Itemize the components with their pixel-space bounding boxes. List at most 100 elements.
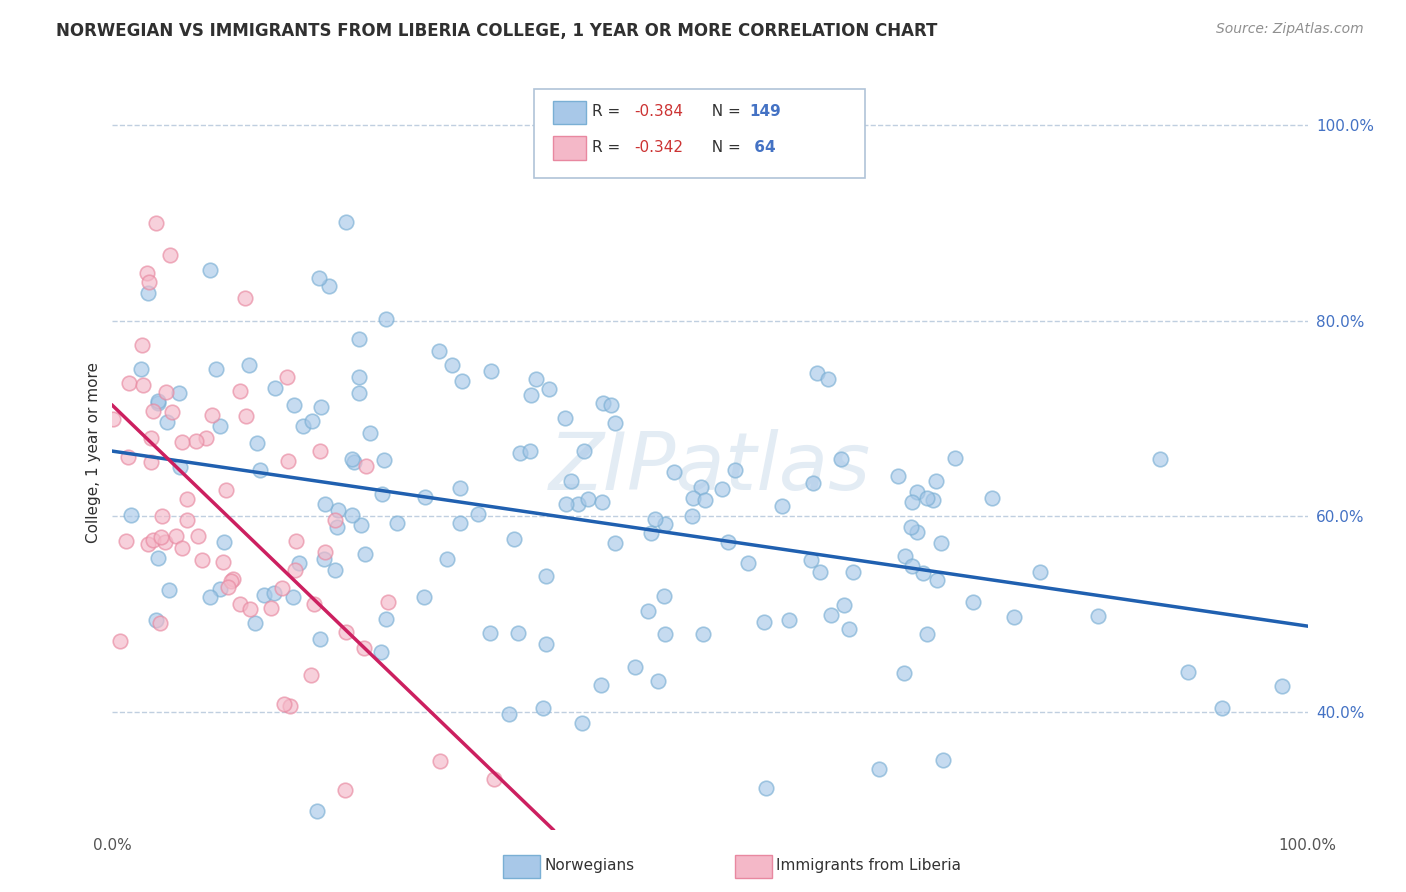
Point bbox=[172, 541, 194, 556]
Point bbox=[201, 408, 224, 422]
Point bbox=[312, 851, 335, 865]
Point bbox=[600, 398, 623, 412]
Text: N =: N = bbox=[702, 104, 745, 119]
Point bbox=[305, 805, 328, 819]
Point bbox=[340, 508, 363, 523]
Point bbox=[572, 444, 595, 458]
Point bbox=[146, 396, 169, 410]
Point bbox=[737, 556, 759, 570]
Point bbox=[571, 716, 593, 731]
Point bbox=[647, 673, 669, 688]
Point bbox=[1177, 665, 1199, 679]
Point bbox=[157, 583, 180, 598]
Point bbox=[132, 377, 155, 392]
Point bbox=[467, 507, 489, 521]
Point bbox=[429, 852, 451, 866]
Point bbox=[142, 533, 165, 547]
Point bbox=[637, 604, 659, 618]
Point bbox=[326, 520, 349, 534]
Point bbox=[176, 513, 198, 527]
Point bbox=[385, 516, 408, 530]
Point bbox=[211, 555, 233, 569]
Text: 149: 149 bbox=[749, 104, 782, 119]
Point bbox=[170, 435, 193, 450]
Point bbox=[136, 537, 159, 551]
Point bbox=[165, 529, 187, 543]
Text: -0.384: -0.384 bbox=[634, 104, 683, 119]
Point bbox=[894, 549, 917, 563]
Point bbox=[589, 678, 612, 692]
Point bbox=[927, 573, 949, 587]
Point bbox=[692, 626, 714, 640]
Point bbox=[869, 762, 891, 776]
Point bbox=[925, 474, 948, 488]
Point bbox=[308, 444, 330, 458]
Point bbox=[901, 559, 924, 574]
Point bbox=[186, 434, 208, 448]
Point bbox=[449, 516, 471, 530]
Point bbox=[681, 509, 703, 524]
Point bbox=[273, 697, 295, 711]
Point bbox=[932, 753, 955, 767]
Point bbox=[905, 485, 928, 500]
Point bbox=[176, 491, 198, 506]
Point bbox=[110, 634, 132, 648]
Point bbox=[221, 572, 243, 586]
Point bbox=[1211, 701, 1233, 715]
Point bbox=[276, 369, 298, 384]
Point bbox=[755, 780, 778, 795]
Point bbox=[209, 419, 232, 434]
Text: ZIPatlas: ZIPatlas bbox=[548, 429, 872, 507]
Point bbox=[359, 425, 381, 440]
Point bbox=[427, 343, 450, 358]
Point bbox=[333, 782, 356, 797]
Point bbox=[169, 459, 191, 474]
Point bbox=[375, 312, 398, 326]
Point bbox=[429, 755, 451, 769]
Point bbox=[605, 416, 627, 430]
Point bbox=[288, 556, 311, 570]
Point bbox=[377, 595, 399, 609]
Point bbox=[778, 613, 800, 627]
Point bbox=[190, 553, 212, 567]
Point bbox=[309, 400, 332, 414]
Point bbox=[1002, 610, 1025, 624]
Point bbox=[1087, 608, 1109, 623]
Point bbox=[243, 616, 266, 631]
Point bbox=[146, 550, 169, 565]
Point bbox=[915, 491, 938, 505]
Point bbox=[260, 600, 283, 615]
Point bbox=[1271, 679, 1294, 693]
Point bbox=[555, 498, 578, 512]
Point bbox=[160, 405, 183, 419]
Point bbox=[806, 367, 828, 381]
Point bbox=[139, 455, 162, 469]
Point bbox=[323, 563, 346, 577]
Point bbox=[451, 374, 474, 388]
Point bbox=[350, 517, 373, 532]
Point bbox=[353, 640, 375, 655]
Point bbox=[209, 582, 232, 596]
Point bbox=[249, 463, 271, 477]
Point bbox=[308, 271, 330, 285]
Text: Source: ZipAtlas.com: Source: ZipAtlas.com bbox=[1216, 22, 1364, 37]
Point bbox=[349, 386, 371, 401]
Point bbox=[654, 517, 676, 532]
Point bbox=[922, 493, 945, 508]
Point bbox=[318, 278, 340, 293]
Text: NORWEGIAN VS IMMIGRANTS FROM LIBERIA COLLEGE, 1 YEAR OR MORE CORRELATION CHART: NORWEGIAN VS IMMIGRANTS FROM LIBERIA COL… bbox=[56, 22, 938, 40]
Point bbox=[413, 490, 436, 504]
Point bbox=[145, 216, 167, 230]
Point bbox=[120, 508, 142, 522]
Point bbox=[912, 566, 935, 581]
Point bbox=[531, 700, 554, 714]
Point bbox=[238, 358, 260, 372]
Point bbox=[479, 364, 502, 378]
Point bbox=[962, 595, 984, 609]
Point bbox=[278, 698, 301, 713]
Point bbox=[205, 361, 228, 376]
Text: R =: R = bbox=[592, 104, 626, 119]
Point bbox=[886, 468, 908, 483]
Point bbox=[503, 532, 526, 546]
Point bbox=[498, 706, 520, 721]
